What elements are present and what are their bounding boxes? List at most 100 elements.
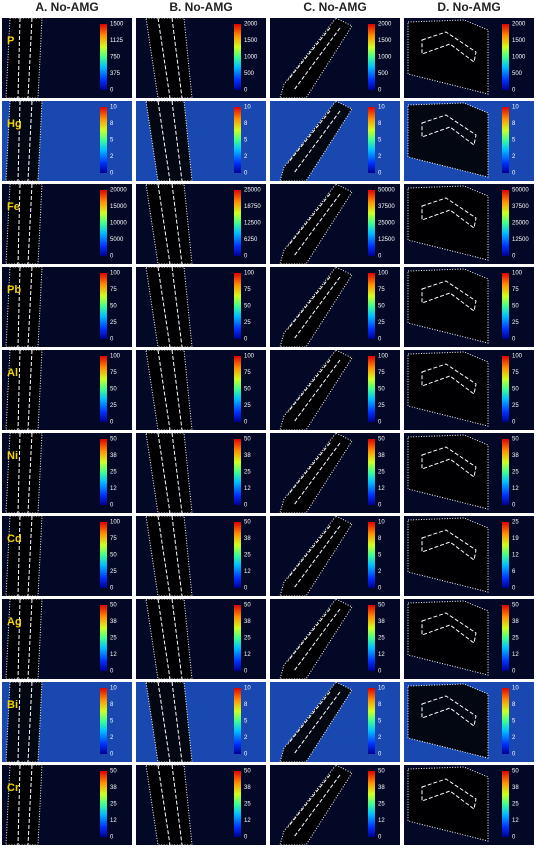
colorbar: [368, 356, 375, 422]
colorbar-tick-label: 12: [378, 486, 385, 492]
map-panel: 10 8 5 2 0: [136, 100, 266, 182]
colorbar-tick-label: 6250: [244, 237, 258, 243]
colorbar-tick-label: 0: [110, 669, 114, 675]
layer-boundary: [17, 432, 33, 514]
colorbar: [234, 190, 241, 256]
colorbar-tick-label: 25: [110, 802, 117, 808]
tissue-region: [280, 765, 352, 845]
colorbar-tick-label: 10: [378, 686, 385, 692]
tissue-outline: [407, 683, 489, 759]
layer-boundary: [157, 681, 183, 763]
colorbar-tick-label: 50: [244, 387, 251, 393]
tissue-outline: [407, 351, 489, 427]
colorbar-tick-label: 100: [110, 520, 121, 526]
colorbar-tick-label: 0: [110, 586, 114, 592]
tissue-region: [280, 599, 352, 679]
layer-boundary: [287, 359, 341, 423]
colorbar-tick-label: 25: [512, 470, 519, 476]
colorbar: [368, 107, 375, 173]
colorbar: [502, 273, 509, 339]
colorbar-tick-label: 50: [244, 520, 251, 526]
map-panel: 10 8 5 2 0: [270, 515, 400, 597]
colorbar: [234, 688, 241, 754]
colorbar-tick-label: 0: [512, 254, 516, 260]
colorbar: [100, 24, 107, 90]
colorbar-tick-label: 2: [378, 569, 382, 575]
tissue-region: [280, 267, 352, 347]
colorbar-tick-label: 10: [110, 686, 117, 692]
colorbar-tick-label: 0: [512, 669, 516, 675]
colorbar-tick-label: 0: [244, 420, 248, 426]
tissue-region: [280, 433, 352, 513]
element-label: P: [7, 35, 14, 47]
map-panel: 1500 1125 750 375 0 P: [2, 17, 132, 99]
map-panel: 50 38 25 12 0: [136, 432, 266, 514]
colorbar-tick-label: 25: [110, 403, 117, 409]
colorbar: [368, 605, 375, 671]
colorbar-tick-label: 1500: [244, 38, 258, 44]
colorbar: [502, 107, 509, 173]
colorbar-tick-label: 1000: [378, 55, 392, 61]
colorbar-tick-label: 12: [512, 818, 519, 824]
map-panel: 100 75 50 25 0 Pb: [2, 266, 132, 348]
colorbar-tick-label: 0: [378, 88, 382, 94]
colorbar-tick-label: 0: [512, 752, 516, 758]
map-panel: 50 38 25 12 0 Ag: [2, 598, 132, 680]
colorbar-tick-label: 1500: [512, 38, 526, 44]
map-panel: 2000 1500 1000 500 0: [404, 18, 534, 98]
colorbar-tick-label: 25: [244, 636, 251, 642]
colorbar-tick-label: 25000: [512, 221, 529, 227]
colorbar: [100, 273, 107, 339]
layer-boundary: [17, 183, 33, 265]
element-label: Ni: [7, 450, 18, 462]
colorbar-tick-label: 0: [244, 586, 248, 592]
element-label: Pb: [7, 284, 21, 296]
colorbar-tick-label: 2: [378, 735, 382, 741]
colorbar-tick-label: 25: [512, 802, 519, 808]
colorbar-tick-label: 12500: [244, 221, 261, 227]
colorbar-tick-label: 25: [378, 470, 385, 476]
tissue-region: [6, 599, 42, 679]
colorbar-tick-label: 10: [512, 105, 519, 111]
layer-boundary: [157, 515, 183, 597]
colorbar-tick-label: 50: [110, 603, 117, 609]
layer-boundary: [157, 598, 183, 680]
element-label: Ag: [7, 616, 22, 628]
colorbar: [502, 771, 509, 837]
colorbar-tick-label: 0: [378, 337, 382, 343]
tissue-region: [146, 682, 192, 762]
colorbar-tick-label: 8: [110, 702, 114, 708]
layer-boundary: [287, 525, 341, 589]
colorbar-tick-label: 100: [244, 271, 255, 277]
element-label: Hg: [7, 118, 22, 130]
tissue-outline: [407, 102, 489, 178]
colorbar-tick-label: 5: [378, 553, 382, 559]
tissue-region: [280, 516, 352, 596]
colorbar-tick-label: 5: [244, 719, 248, 725]
colorbar-tick-label: 50: [110, 387, 117, 393]
map-panel: 50 38 25 12 0: [136, 598, 266, 680]
layer-boundary: [287, 193, 341, 257]
tissue-outline: [407, 766, 489, 842]
tissue-region: [6, 350, 42, 430]
colorbar-tick-label: 50: [512, 769, 519, 775]
colorbar-tick-label: 10000: [110, 221, 127, 227]
colorbar: [368, 522, 375, 588]
tissue-outline: [5, 515, 43, 597]
colorbar: [234, 356, 241, 422]
layer-boundary: [421, 363, 477, 395]
tissue-region: [6, 682, 42, 762]
colorbar-tick-label: 12: [512, 553, 519, 559]
colorbar-tick-label: 0: [512, 835, 516, 841]
tissue-outline: [407, 517, 489, 593]
colorbar-tick-label: 50000: [512, 188, 529, 194]
tissue-region: [146, 433, 192, 513]
colorbar-tick-label: 75: [512, 287, 519, 293]
tissue-outline: [5, 764, 43, 846]
colorbar-tick-label: 50: [512, 304, 519, 310]
layer-boundary: [17, 349, 33, 431]
tissue-outline: [5, 183, 43, 265]
colorbar-tick-label: 6: [512, 569, 516, 575]
colorbar: [100, 356, 107, 422]
colorbar: [234, 107, 241, 173]
